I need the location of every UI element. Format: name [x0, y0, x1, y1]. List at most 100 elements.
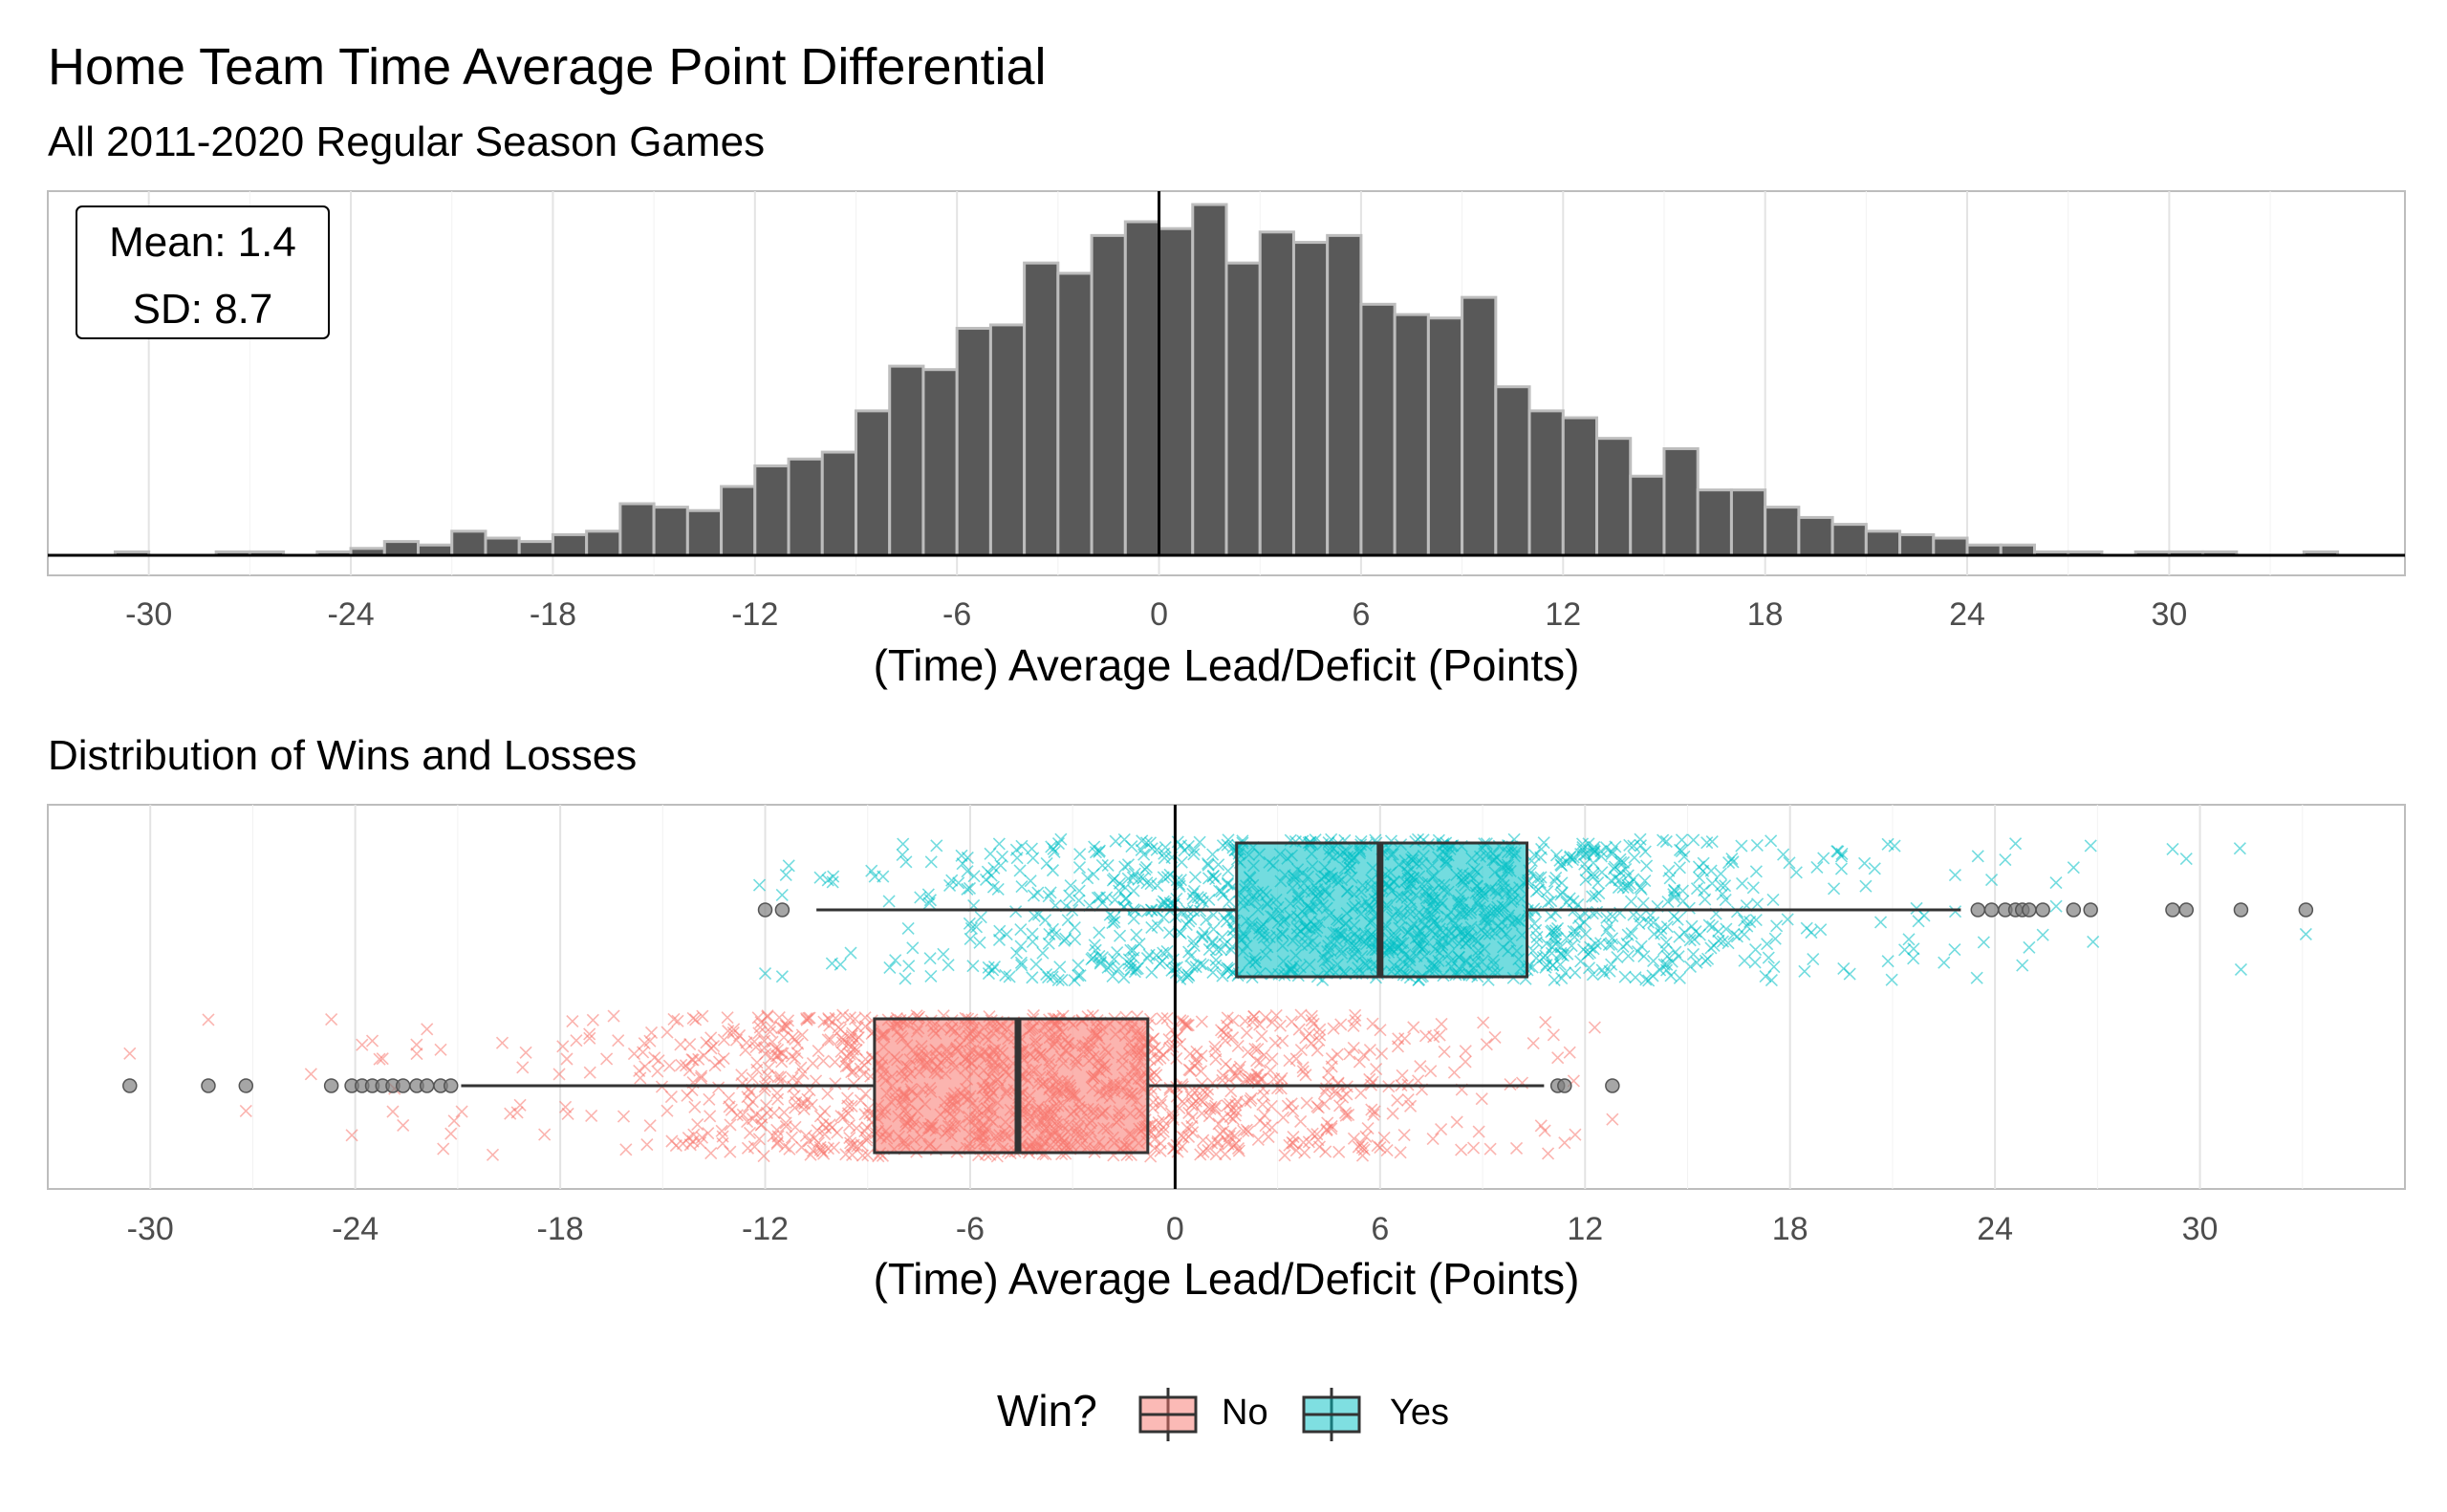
- jitter-point-yes: [906, 941, 920, 955]
- jitter-point-no: [560, 1052, 574, 1066]
- jitter-point-yes: [1767, 960, 1781, 974]
- jitter-point-no: [1472, 1125, 1485, 1138]
- jitter-point-no: [1386, 1107, 1399, 1120]
- jitter-point-no: [1212, 1117, 1225, 1131]
- histogram-panel: -30 -24 -18 -12 -6 0 6 12 18 24 30 Mean: 1.4 SD: 8…: [47, 190, 2406, 690]
- jitter-point-no: [1435, 1017, 1448, 1030]
- jitter-point-yes: [1605, 845, 1618, 858]
- jitter-point-no: [1148, 1133, 1161, 1146]
- jitter-point-yes: [2009, 837, 2023, 851]
- jitter-point-yes: [1657, 833, 1670, 847]
- outlier-yes: [2165, 902, 2180, 918]
- jitter-point-no: [1396, 1069, 1409, 1082]
- jitter-point-yes: [1828, 882, 1841, 896]
- histogram-bar: [450, 529, 487, 557]
- histogram-x-tick-labels: -30 -24 -18 -12 -6 0 6 12 18 24 30: [125, 596, 2187, 633]
- jitter-point-no: [1253, 1018, 1267, 1031]
- jitter-point-no: [730, 1109, 744, 1122]
- jitter-point-yes: [1206, 965, 1220, 980]
- histogram-x-tick-label: 18: [1747, 596, 1784, 633]
- jitter-point-yes: [1678, 850, 1691, 863]
- jitter-point-yes: [1095, 896, 1109, 910]
- jitter-point-no: [688, 1100, 702, 1113]
- jitter-point-yes: [834, 958, 847, 971]
- jitter-point-no: [829, 1011, 842, 1025]
- jitter-point-yes: [1536, 950, 1549, 964]
- jitter-point-no: [1233, 1060, 1246, 1073]
- jitter-point-no: [660, 1104, 674, 1117]
- jitter-point-no: [774, 1070, 788, 1084]
- stats-box-frame: [76, 205, 330, 339]
- legend-key-no: [1138, 1388, 1198, 1441]
- jitter-point-yes: [758, 966, 772, 981]
- jitter-point-yes: [923, 952, 937, 965]
- jitter-point-yes: [1182, 915, 1196, 928]
- jitter-point-yes: [1566, 853, 1579, 867]
- histogram-bar: [1426, 316, 1464, 557]
- jitter-point-no: [802, 1134, 815, 1148]
- jitter-point-no: [1397, 1128, 1411, 1142]
- jitter-point-yes: [1682, 901, 1696, 915]
- jitter-point-yes: [1614, 855, 1628, 869]
- jitter-point-no: [1450, 1115, 1463, 1129]
- jitter-point-yes: [844, 946, 857, 960]
- outlier-no: [419, 1078, 435, 1093]
- jitter-point-yes: [1009, 905, 1023, 918]
- jitter-point-yes: [1127, 951, 1140, 964]
- jitter-point-no: [821, 1033, 834, 1047]
- jitter-point-no: [1527, 1037, 1540, 1050]
- jitter-point-yes: [1121, 872, 1135, 885]
- jitter-point-yes: [1798, 964, 1811, 978]
- jitter-point-yes: [1073, 969, 1087, 983]
- jitter-point-no: [397, 1118, 410, 1133]
- histogram-bar: [685, 508, 724, 557]
- jitter-point-yes: [1586, 968, 1599, 982]
- jitter-point-no: [1558, 1136, 1571, 1150]
- jitter-point-yes: [924, 855, 938, 869]
- jitter-point-yes: [1661, 896, 1675, 909]
- jitter-point-yes: [1623, 838, 1636, 852]
- jitter-point-no: [486, 1148, 500, 1161]
- jitter-point-no: [1253, 1056, 1267, 1069]
- jitter-point-no: [1332, 1145, 1346, 1158]
- jitter-point-no: [1250, 1068, 1264, 1082]
- jitter-point-no: [1480, 1038, 1493, 1051]
- jitter-point-yes: [1576, 943, 1591, 957]
- jitter-point-no: [777, 1022, 790, 1035]
- jitter-point-yes: [1138, 863, 1152, 876]
- jitter-point-yes: [1881, 955, 1895, 968]
- jitter-point-yes: [1051, 973, 1065, 986]
- jitter-point-yes: [924, 969, 938, 983]
- jitter-point-yes: [1125, 839, 1138, 853]
- jitter-point-no: [726, 1026, 740, 1040]
- jitter-point-yes: [1970, 971, 1983, 984]
- jitter-point-yes: [987, 861, 1001, 875]
- histogram-x-tick-label: -30: [125, 596, 172, 633]
- jitter-point-yes: [1027, 889, 1041, 902]
- boxplot-x-tick-label: 24: [1977, 1211, 2013, 1247]
- jitter-point-yes: [937, 947, 950, 961]
- jitter-point-yes: [1704, 864, 1718, 877]
- jitter-point-yes: [1655, 926, 1668, 940]
- jitter-point-yes: [1690, 882, 1704, 896]
- chart-title: Home Team Time Average Point Differentia…: [48, 38, 1047, 96]
- jitter-point-no: [619, 1143, 633, 1156]
- jitter-point-yes: [961, 882, 974, 896]
- histogram-bar: [787, 457, 824, 557]
- boxplot-panel: -30 -24 -18 -12 -6 0 6 12 18 24 30 (Time) Average …: [47, 804, 2406, 1304]
- jitter-point-no: [667, 1012, 681, 1026]
- jitter-point-no: [715, 1124, 728, 1137]
- jitter-point-no: [519, 1046, 532, 1059]
- jitter-point-no: [1377, 1131, 1391, 1144]
- jitter-point-no: [741, 1141, 755, 1155]
- jitter-point-yes: [1553, 853, 1567, 867]
- jitter-point-no: [1244, 1093, 1257, 1108]
- jitter-point-yes: [1647, 916, 1660, 929]
- jitter-point-yes: [942, 959, 955, 972]
- jitter-point-no: [828, 1055, 842, 1069]
- jitter-point-yes: [1107, 952, 1121, 966]
- jitter-point-no: [612, 1034, 625, 1048]
- jitter-point-no: [1186, 1126, 1200, 1139]
- jitter-point-yes: [1644, 909, 1657, 922]
- jitter-point-yes: [1166, 953, 1180, 966]
